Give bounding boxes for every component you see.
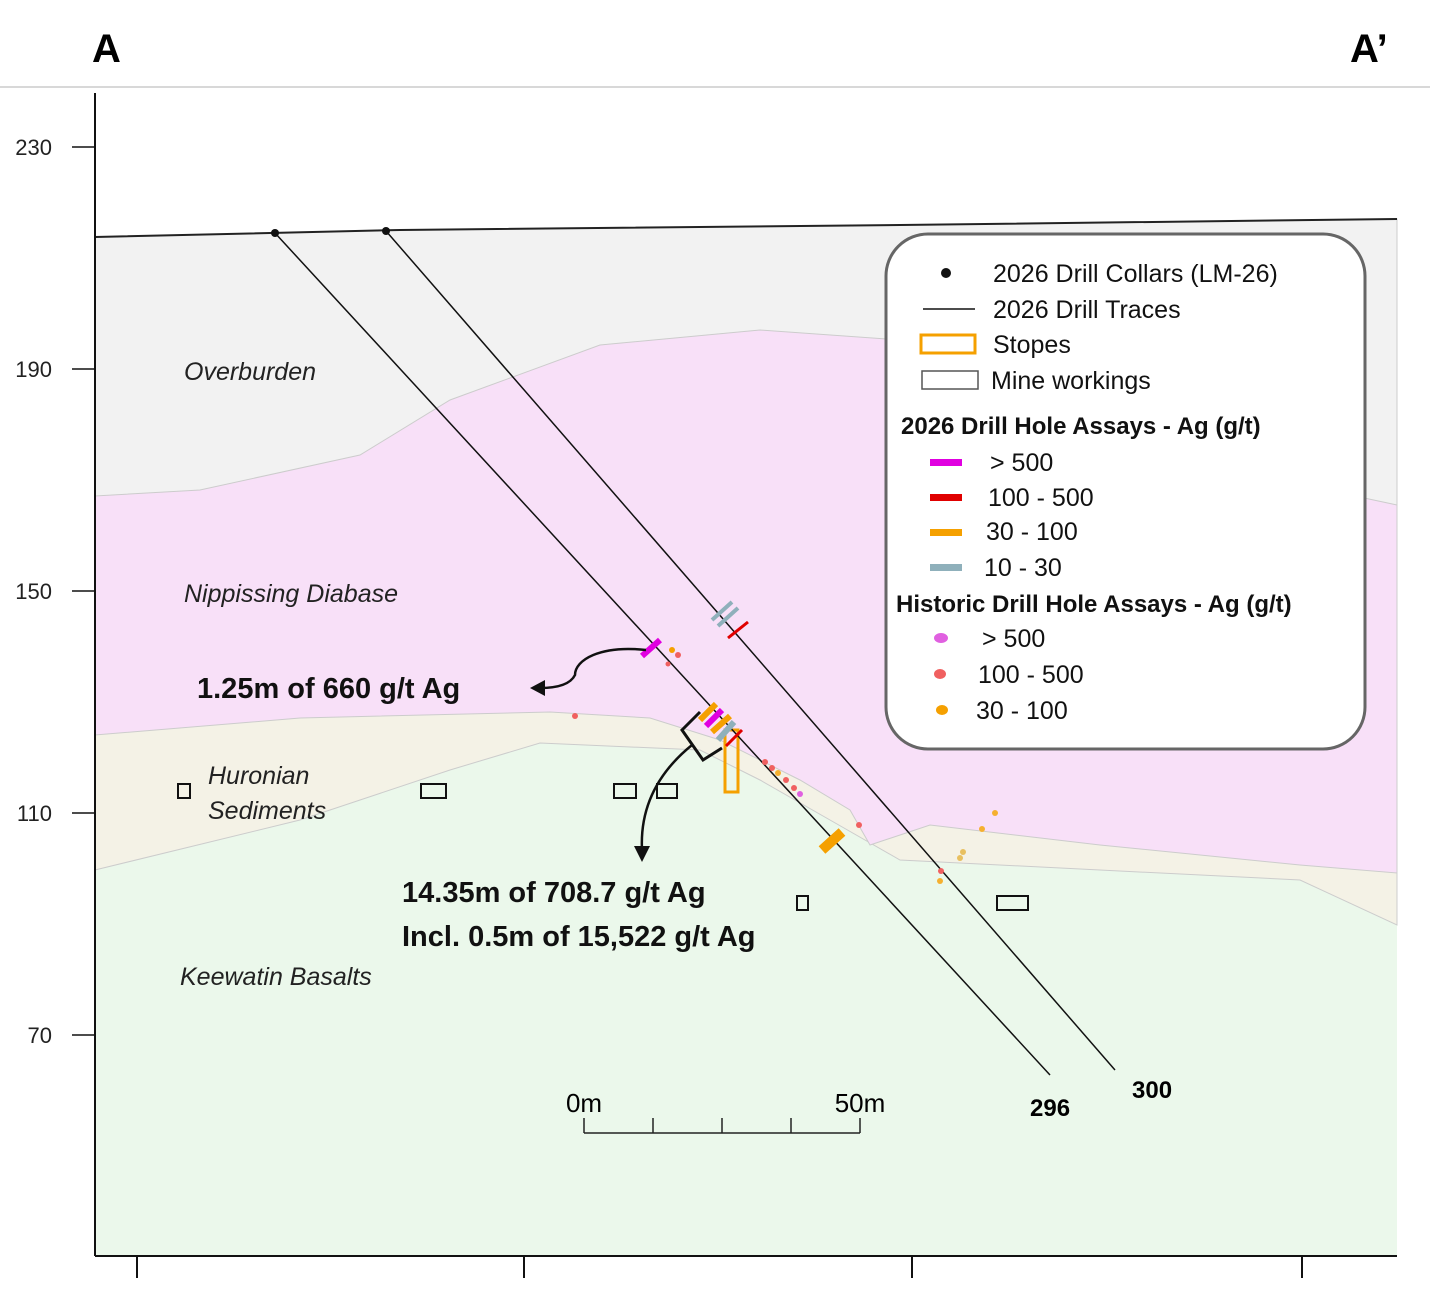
scale-label: 0m (566, 1088, 602, 1118)
drill-trace (385, 230, 1116, 1071)
legend-item: > 500 (982, 625, 1045, 653)
axes (94, 93, 1397, 1278)
y-tick-label: 110 (17, 801, 52, 826)
legend-item: > 500 (990, 449, 1053, 477)
legend-heading: 2026 Drill Hole Assays - Ag (g/t) (901, 413, 1261, 440)
historic-assays (572, 647, 998, 884)
unit-label: Nippissing Diabase (184, 580, 398, 608)
annotation: 14.35m of 708.7 g/t Ag (402, 877, 706, 909)
drill-collar (271, 229, 279, 237)
arrowhead (530, 680, 545, 696)
arrowhead (634, 846, 650, 862)
annotation: 1.25m of 660 g/t Ag (197, 673, 460, 705)
legend-symbol (934, 669, 946, 679)
section-end: A’ (1350, 27, 1388, 71)
scale-label: 50m (835, 1088, 886, 1118)
legend-item: 2026 Drill Traces (993, 296, 1181, 324)
y-tick-label: 190 (15, 357, 52, 382)
drill-trace (274, 232, 1051, 1076)
section-start: A (92, 27, 121, 71)
hole-label: 296 (1030, 1095, 1070, 1122)
legend-symbol (921, 370, 979, 390)
legend (884, 232, 1367, 751)
legend-symbol (934, 633, 948, 643)
y-tick-label: 230 (15, 135, 52, 160)
legend-item: 100 - 500 (978, 661, 1084, 689)
callout-arrow (539, 647, 647, 690)
legend-item: 30 - 100 (986, 518, 1078, 546)
legend-symbol (930, 564, 962, 571)
drill-collar (382, 227, 390, 235)
legend-symbol (919, 333, 977, 355)
y-axis: 230 190 150 110 70 (15, 135, 95, 1048)
y-tick-label: 70 (28, 1023, 52, 1048)
bracket (680, 710, 723, 763)
hole-label: 300 (1132, 1077, 1172, 1104)
legend-symbol (930, 459, 962, 466)
unit-label: Overburden (184, 358, 316, 386)
annotation: Incl. 0.5m of 15,522 g/t Ag (402, 921, 755, 953)
legend-heading: Historic Drill Hole Assays - Ag (g/t) (896, 591, 1292, 618)
scale-bar (583, 1118, 861, 1134)
unit-label: Huronian (208, 762, 309, 790)
y-tick-label: 150 (15, 579, 52, 604)
legend-symbol (941, 268, 951, 278)
unit-label: Keewatin Basalts (180, 963, 372, 991)
legend-item: 30 - 100 (976, 697, 1068, 725)
topography (94, 218, 1398, 238)
legend-item: Mine workings (991, 367, 1151, 395)
legend-item: 100 - 500 (988, 484, 1094, 512)
legend-item: Stopes (993, 331, 1071, 359)
mine-workings (177, 783, 1029, 911)
assay-intervals (640, 600, 846, 854)
legend-symbol (930, 494, 962, 501)
legend-item: 2026 Drill Collars (LM-26) (993, 260, 1278, 288)
unit-label: Sediments (208, 797, 326, 825)
legend-symbol (930, 529, 962, 536)
legend-item: 10 - 30 (984, 554, 1062, 582)
callout-arrow (640, 744, 693, 851)
legend-symbol (936, 705, 948, 715)
